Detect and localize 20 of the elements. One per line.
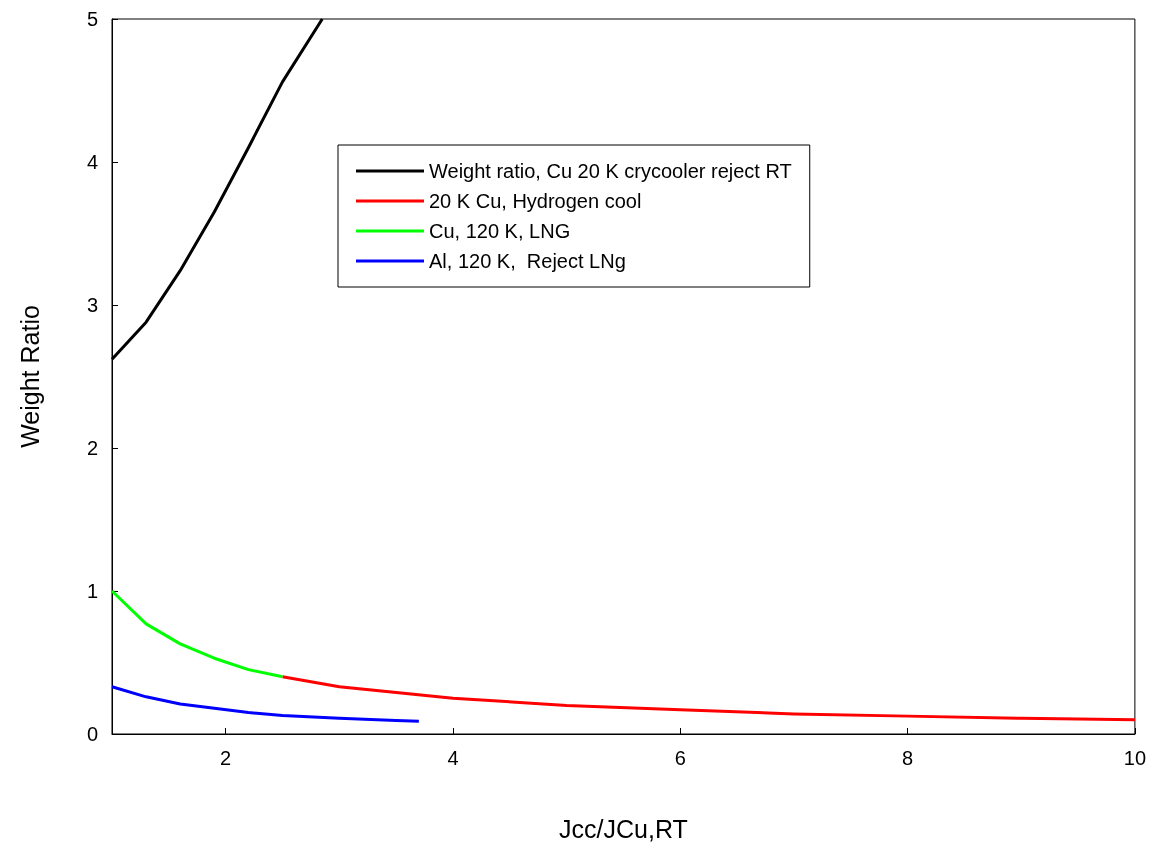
x-tick-label: 6 <box>674 747 686 769</box>
y-tick-label: 5 <box>86 8 98 30</box>
line-series <box>110 589 284 679</box>
y-tick-label: 0 <box>86 723 98 745</box>
x-axis-title: Jcc/JCu,RT <box>559 814 688 843</box>
y-axis-title: Weight Ratio <box>15 305 44 448</box>
x-tick-label: 8 <box>902 747 914 769</box>
x-tick-label: 4 <box>447 747 459 769</box>
legend-label: 20 K Cu, Hydrogen cool <box>429 190 642 212</box>
y-tick-label: 1 <box>86 580 98 602</box>
line-series <box>280 675 1137 722</box>
x-tick-label: 10 <box>1123 747 1146 769</box>
y-tick-label: 4 <box>86 151 98 173</box>
legend-label: Weight ratio, Cu 20 K crycooler reject RT <box>429 160 792 182</box>
x-tick-label: 2 <box>220 747 232 769</box>
legend-label: Cu, 120 K, LNG <box>429 220 571 242</box>
legend-label: Al, 120 K, Reject LNg <box>429 250 626 272</box>
line-series <box>110 685 421 723</box>
y-tick-label: 2 <box>86 437 98 459</box>
y-tick-label: 3 <box>86 294 98 316</box>
